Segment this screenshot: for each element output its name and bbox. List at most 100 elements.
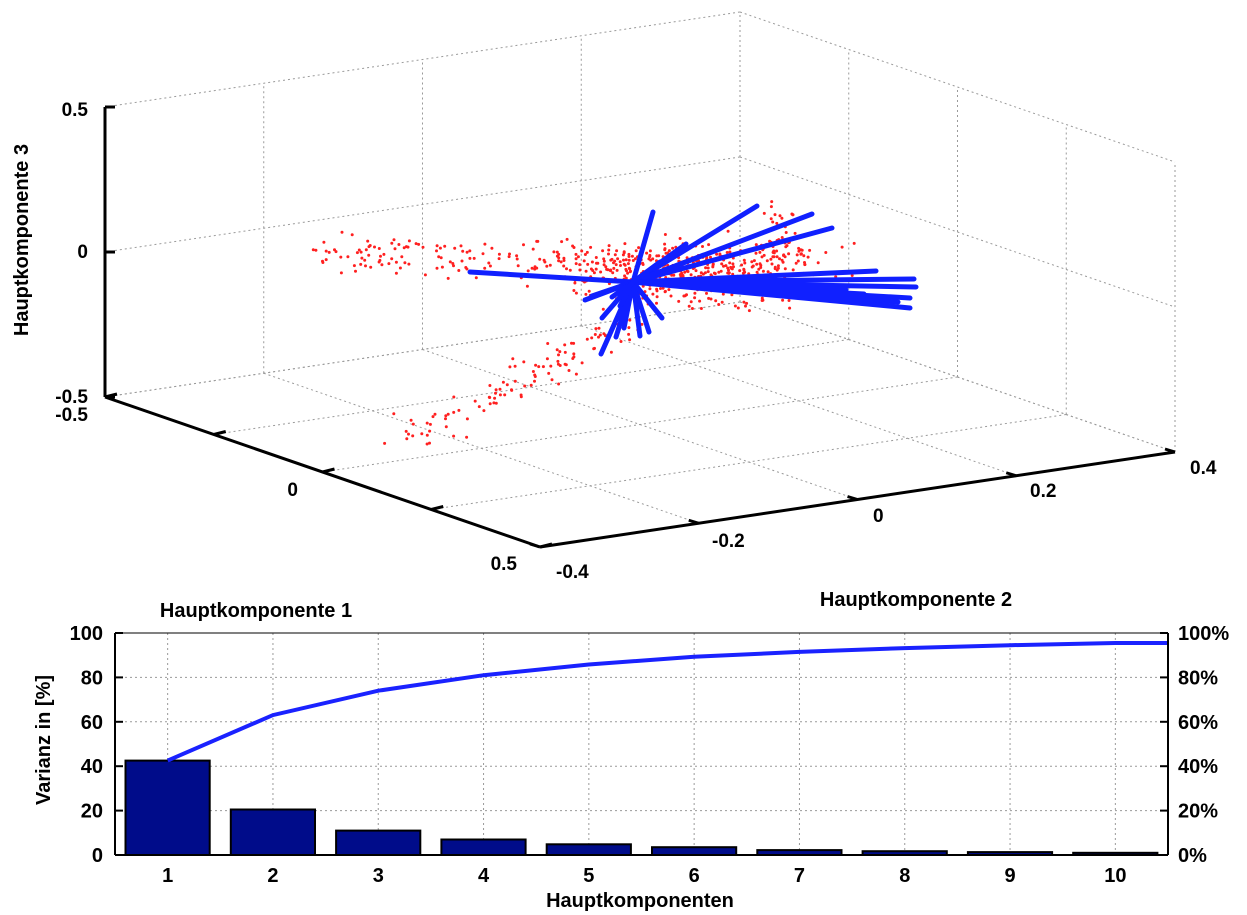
score-point bbox=[311, 248, 315, 252]
score-point bbox=[685, 293, 688, 297]
scree-y-tick-label: 20 bbox=[81, 801, 103, 823]
score-point bbox=[428, 441, 431, 445]
score-point bbox=[609, 350, 613, 354]
score-point bbox=[538, 257, 542, 261]
score-point bbox=[612, 266, 616, 270]
score-point bbox=[850, 274, 854, 277]
scree-x-tick-label: 10 bbox=[1104, 865, 1126, 887]
score-point bbox=[610, 257, 614, 261]
scree-y-tick-label: 100 bbox=[70, 623, 103, 645]
score-point bbox=[787, 252, 791, 256]
score-point bbox=[623, 274, 627, 278]
score-point bbox=[488, 384, 492, 387]
z-axis-label: Hauptkomponente 3 bbox=[11, 144, 33, 336]
score-point bbox=[607, 248, 611, 252]
score-point bbox=[769, 217, 773, 221]
score-point bbox=[559, 260, 563, 264]
score-point bbox=[637, 246, 641, 250]
score-point bbox=[765, 259, 769, 263]
score-point bbox=[634, 249, 638, 253]
scree-chart: 0 20 40 60 80 100 0% 20% 40% 60% 80% 100% 1 2 3 4 5 6 7 8 9 1… bbox=[33, 623, 1229, 912]
score-point bbox=[428, 429, 432, 433]
score-point bbox=[783, 267, 787, 271]
score-point bbox=[760, 255, 764, 259]
score-point bbox=[616, 257, 620, 261]
variance-bars bbox=[124, 759, 1159, 857]
score-point bbox=[490, 246, 494, 250]
score-point bbox=[667, 288, 671, 292]
score-point bbox=[383, 441, 387, 445]
score-point bbox=[626, 271, 630, 275]
score-point bbox=[651, 292, 655, 296]
loading-vector bbox=[599, 279, 636, 321]
z-tick-label: -0.5 bbox=[55, 387, 88, 408]
score-point bbox=[435, 249, 438, 253]
score-point bbox=[354, 269, 357, 273]
score-point bbox=[667, 249, 671, 253]
score-point bbox=[572, 352, 576, 356]
variance-bar bbox=[335, 829, 422, 856]
score-point bbox=[327, 250, 331, 254]
score-point bbox=[530, 266, 534, 270]
score-point bbox=[497, 257, 501, 261]
score-point bbox=[799, 252, 803, 256]
score-point bbox=[761, 269, 765, 273]
score-point bbox=[392, 238, 396, 242]
score-point bbox=[661, 286, 665, 290]
score-point bbox=[438, 246, 442, 250]
score-point bbox=[515, 254, 519, 258]
score-point bbox=[709, 255, 712, 259]
score-point bbox=[584, 292, 588, 296]
scree-y2-tick-label: 60% bbox=[1178, 712, 1218, 734]
score-point bbox=[718, 252, 722, 256]
score-point bbox=[778, 214, 782, 218]
score-point bbox=[601, 249, 605, 253]
score-point bbox=[663, 248, 667, 252]
score-point bbox=[324, 249, 328, 253]
score-point bbox=[816, 261, 820, 265]
score-point bbox=[508, 252, 511, 256]
score-point bbox=[627, 326, 631, 330]
score-point bbox=[776, 264, 780, 268]
score-point bbox=[394, 260, 398, 264]
y-tick-label: -0.4 bbox=[556, 562, 589, 583]
score-point bbox=[435, 266, 439, 270]
score-point bbox=[549, 364, 553, 368]
score-point bbox=[522, 243, 525, 247]
score-point bbox=[346, 255, 350, 259]
score-point bbox=[602, 257, 606, 261]
score-point bbox=[562, 256, 566, 260]
score-point bbox=[435, 244, 439, 248]
grid-line bbox=[104, 156, 741, 253]
score-point bbox=[380, 263, 384, 267]
loading-vector bbox=[630, 279, 643, 339]
score-point bbox=[483, 242, 487, 246]
score-point bbox=[421, 245, 425, 249]
score-point bbox=[690, 307, 694, 310]
score-point bbox=[775, 255, 779, 259]
score-point bbox=[443, 244, 447, 248]
scree-y2-tick-label: 20% bbox=[1178, 801, 1218, 823]
score-point bbox=[602, 263, 606, 267]
score-point bbox=[699, 271, 703, 275]
score-point bbox=[693, 296, 697, 300]
score-point bbox=[840, 245, 844, 249]
score-point bbox=[705, 291, 708, 295]
scree-x-tick-label: 8 bbox=[899, 865, 910, 887]
score-point bbox=[730, 293, 734, 297]
score-point bbox=[487, 395, 491, 399]
score-point bbox=[622, 250, 626, 254]
score-point bbox=[404, 429, 408, 433]
scree-x-tick-label: 1 bbox=[162, 865, 173, 887]
score-point bbox=[602, 259, 606, 263]
y-tick bbox=[688, 518, 700, 525]
score-point bbox=[576, 255, 580, 259]
score-point bbox=[663, 289, 667, 293]
score-point bbox=[573, 281, 577, 285]
score-point bbox=[592, 271, 596, 275]
y-tick bbox=[847, 495, 858, 501]
score-point bbox=[655, 301, 658, 305]
score-point bbox=[633, 257, 637, 261]
score-point bbox=[417, 242, 421, 246]
